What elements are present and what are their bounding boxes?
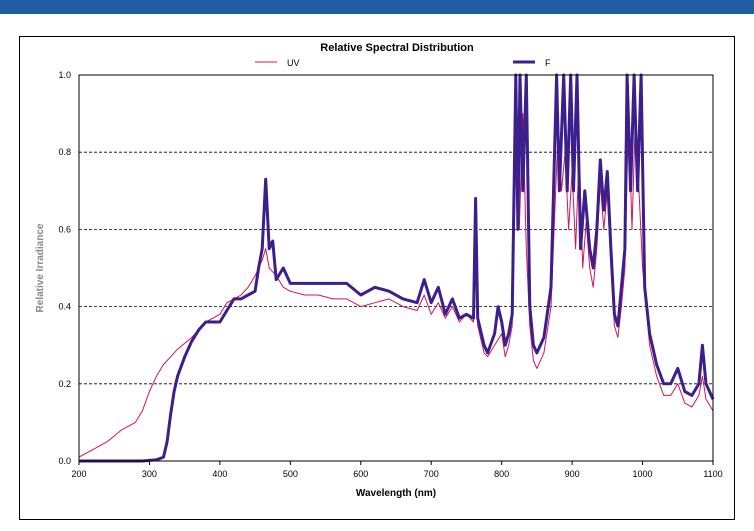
- x-tick-label: 1100: [703, 469, 722, 479]
- y-tick-label: 0.8: [58, 147, 71, 157]
- series-group: [78, 73, 715, 463]
- y-tick-label: 0.2: [58, 379, 71, 389]
- x-tick-label: 1000: [633, 469, 653, 479]
- legend-label-f: F: [545, 58, 551, 68]
- x-tick-label: 500: [283, 469, 298, 479]
- chart-frame: Relative Spectral Distribution UV F 0.0 0.…: [19, 36, 735, 520]
- y-tick-label: 0.4: [58, 302, 71, 312]
- series-line-uv: [78, 113, 714, 458]
- x-tick-label: 300: [142, 469, 157, 479]
- x-axis-ticks: 200 300 400 500 600 700 800 900 1000 1100: [71, 461, 723, 479]
- x-tick-label: 800: [494, 469, 509, 479]
- x-tick-label: 400: [212, 469, 227, 479]
- x-tick-label: 200: [71, 469, 86, 479]
- series-line-f: [79, 73, 715, 463]
- chart-title: Relative Spectral Distribution: [320, 42, 474, 54]
- grid-lines: [79, 151, 713, 385]
- y-tick-label: 1.0: [58, 70, 71, 80]
- y-axis-ticks: 0.0 0.2 0.4 0.6 0.8 1.0: [58, 70, 71, 466]
- x-tick-label: 900: [565, 469, 580, 479]
- x-tick-label: 600: [353, 469, 368, 479]
- top-banner: [0, 0, 754, 14]
- x-axis-label: Wavelength (nm): [356, 488, 436, 499]
- x-tick-label: 700: [424, 469, 439, 479]
- legend-label-uv: UV: [287, 58, 300, 68]
- y-axis-label: Relative Irradiance: [35, 223, 46, 312]
- y-tick-label: 0.6: [58, 224, 71, 234]
- spectral-chart: Relative Spectral Distribution UV F 0.00.…: [35, 42, 723, 499]
- plot-area-border: [78, 74, 714, 462]
- y-tick-label: 0.0: [58, 456, 71, 466]
- legend: UV F: [255, 58, 551, 68]
